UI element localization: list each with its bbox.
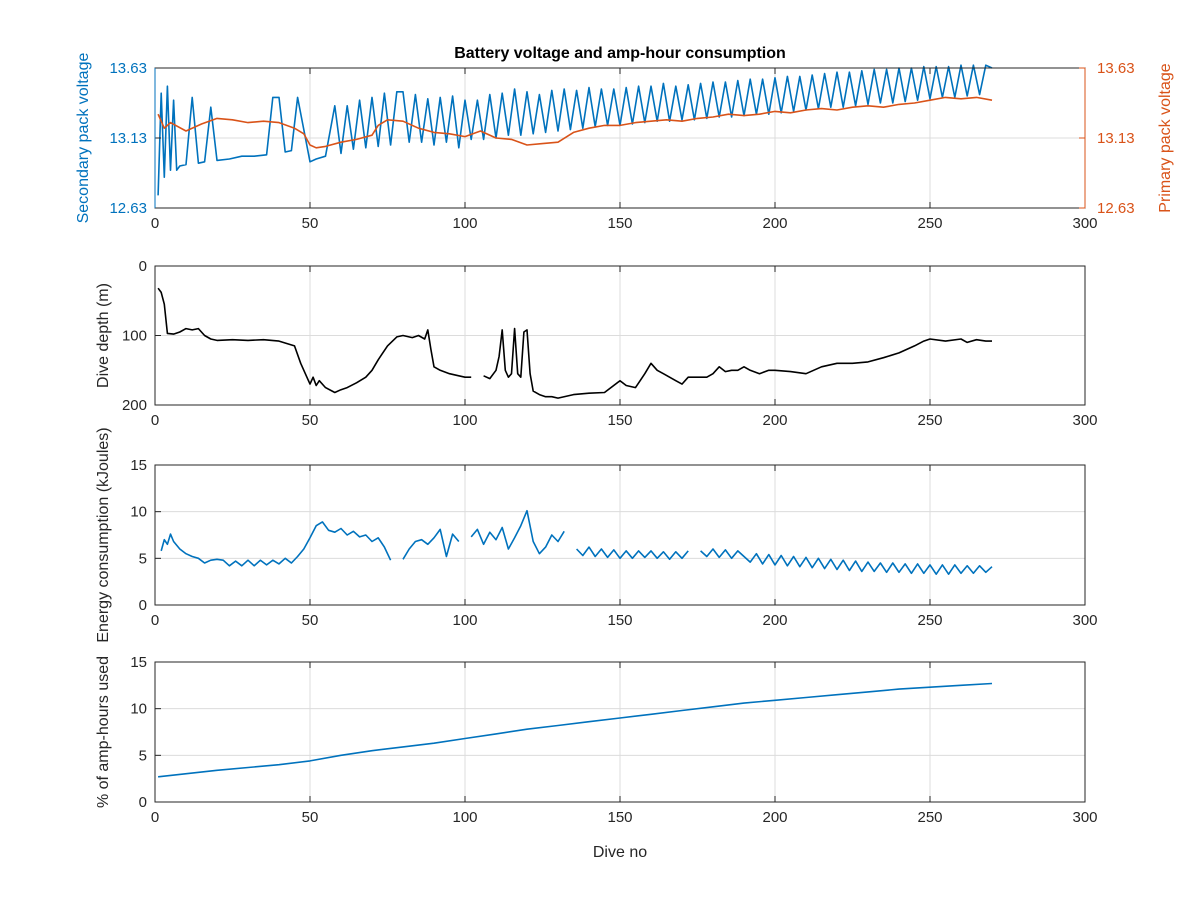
x-tick-label: 0 bbox=[151, 215, 159, 232]
y-tick-label: 12.63 bbox=[109, 200, 147, 217]
y-tick-label: 13.13 bbox=[109, 130, 147, 147]
x-tick-label: 50 bbox=[302, 215, 319, 232]
x-tick-label: 150 bbox=[607, 809, 632, 826]
y-tick-label: 13.63 bbox=[109, 60, 147, 77]
right-y-tick-label: 13.63 bbox=[1097, 60, 1135, 77]
y-tick-label: 0 bbox=[139, 794, 147, 811]
x-tick-label: 250 bbox=[917, 412, 942, 429]
series-line-2 bbox=[157, 96, 993, 149]
y-axis-label: Secondary pack voltage bbox=[75, 53, 92, 224]
x-tick-label: 250 bbox=[917, 215, 942, 232]
x-tick-label: 200 bbox=[762, 612, 787, 629]
x-tick-label: 50 bbox=[302, 612, 319, 629]
x-tick-label: 300 bbox=[1072, 412, 1097, 429]
y-tick-label: 10 bbox=[130, 701, 147, 718]
subplot-1: 0 50 100 150 200 250 30012.6313.1313.6312.6313… bbox=[75, 53, 1174, 232]
x-tick-label: 200 bbox=[762, 809, 787, 826]
y-tick-label: 100 bbox=[122, 328, 147, 345]
subplot-2: 0 50 100 150 200 250 300 0 100 200 Dive depth (m) bbox=[95, 258, 1098, 429]
x-tick-label: 50 bbox=[302, 809, 319, 826]
series-line-1 bbox=[160, 509, 993, 575]
right-y-tick-label: 12.63 bbox=[1097, 200, 1135, 217]
x-axis-label: Dive no bbox=[593, 844, 647, 861]
right-y-axis-label: Primary pack voltage bbox=[1157, 63, 1174, 212]
x-tick-label: 300 bbox=[1072, 215, 1097, 232]
y-axis-label: Dive depth (m) bbox=[95, 283, 112, 388]
y-axis-label: Energy consumption (kJoules) bbox=[95, 427, 112, 642]
x-tick-label: 250 bbox=[917, 612, 942, 629]
y-tick-label: 0 bbox=[139, 258, 147, 275]
y-tick-label: 5 bbox=[139, 550, 147, 567]
x-tick-label: 300 bbox=[1072, 612, 1097, 629]
subplot-4: 0 50 100 150 200 250 300 0 5 10 15 % of amp-hours u… bbox=[95, 654, 1098, 861]
x-tick-label: 100 bbox=[452, 412, 477, 429]
series-line-1 bbox=[157, 287, 992, 399]
y-axis-label: % of amp-hours used bbox=[95, 656, 112, 808]
x-tick-label: 250 bbox=[917, 809, 942, 826]
series-line-1 bbox=[157, 64, 993, 196]
y-tick-label: 15 bbox=[130, 457, 147, 474]
y-tick-label: 15 bbox=[130, 654, 147, 671]
x-tick-label: 150 bbox=[607, 612, 632, 629]
x-tick-label: 0 bbox=[151, 612, 159, 629]
y-tick-label: 10 bbox=[130, 504, 147, 521]
x-tick-label: 200 bbox=[762, 215, 787, 232]
y-tick-label: 0 bbox=[139, 597, 147, 614]
x-tick-label: 100 bbox=[452, 612, 477, 629]
figure-title: Battery voltage and amp-hour consumption bbox=[454, 45, 786, 62]
y-tick-label: 200 bbox=[122, 397, 147, 414]
x-tick-label: 0 bbox=[151, 412, 159, 429]
x-tick-label: 0 bbox=[151, 809, 159, 826]
subplot-3: 0 50 100 150 200 250 300 0 5 10 15 Energy consumpti… bbox=[95, 427, 1098, 642]
x-tick-label: 100 bbox=[452, 809, 477, 826]
right-y-tick-label: 13.13 bbox=[1097, 130, 1135, 147]
x-tick-label: 50 bbox=[302, 412, 319, 429]
y-tick-label: 5 bbox=[139, 747, 147, 764]
x-tick-label: 200 bbox=[762, 412, 787, 429]
x-tick-label: 300 bbox=[1072, 809, 1097, 826]
x-tick-label: 100 bbox=[452, 215, 477, 232]
x-tick-label: 150 bbox=[607, 412, 632, 429]
x-tick-label: 150 bbox=[607, 215, 632, 232]
series-line-1 bbox=[158, 682, 993, 778]
